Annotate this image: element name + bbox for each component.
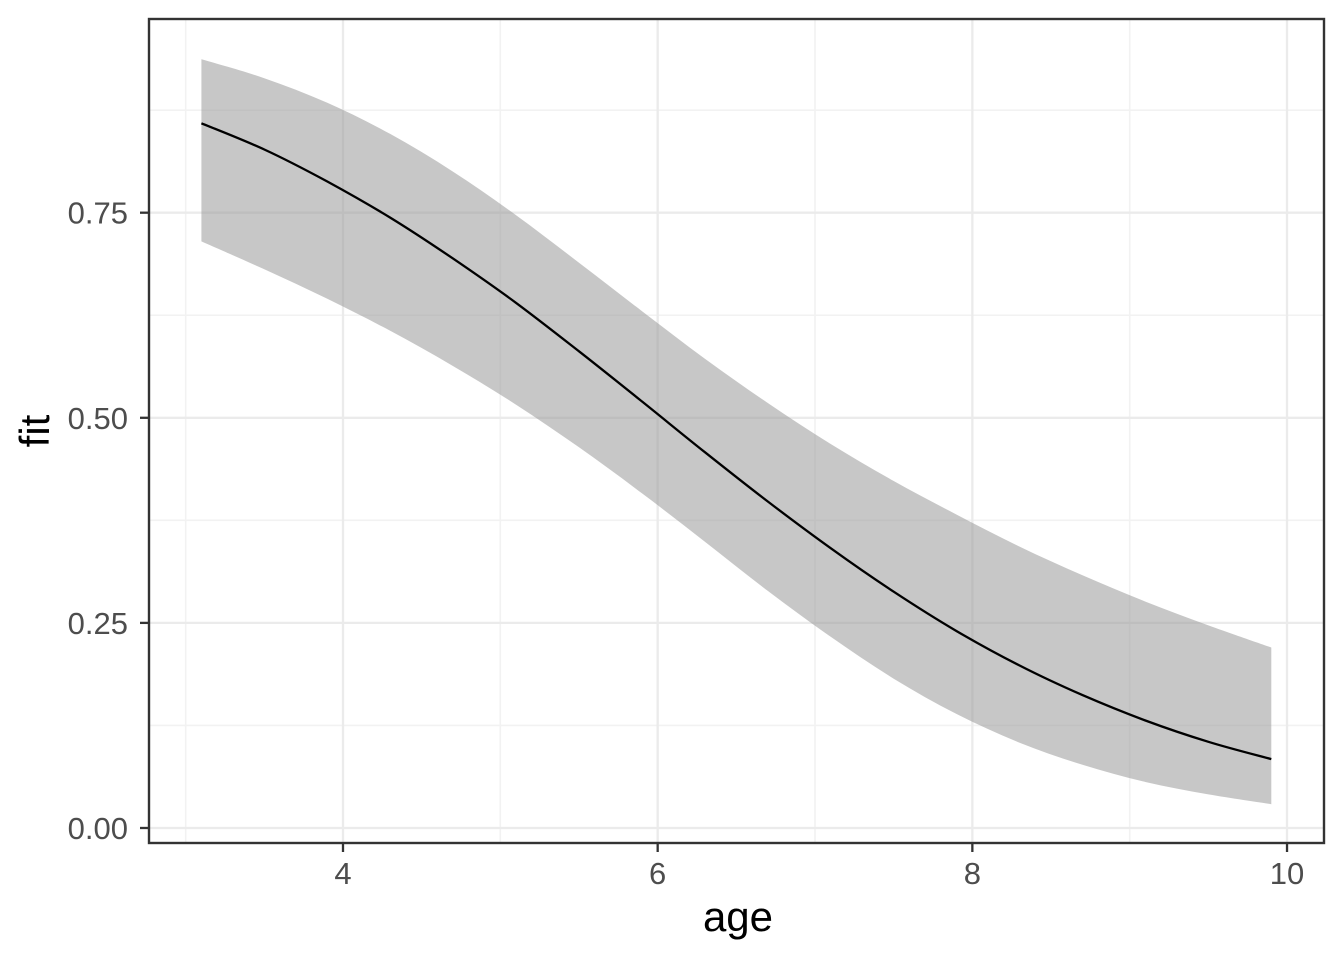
x-tick-label: 8 xyxy=(964,856,981,891)
x-axis-title: age xyxy=(703,893,773,940)
panel-border xyxy=(147,17,1326,845)
y-tick-label: 0.50 xyxy=(68,401,128,436)
fit-line xyxy=(200,122,1272,761)
x-axis: 4 6 8 10 xyxy=(334,844,1304,891)
y-axis: 0.00 0.25 0.50 0.75 xyxy=(68,196,148,846)
confidence-ribbon xyxy=(201,59,1272,805)
x-tick-label: 10 xyxy=(1270,856,1304,891)
y-axis-title: fit xyxy=(11,414,58,447)
x-tick-label: 4 xyxy=(334,856,351,891)
x-tick-label: 6 xyxy=(649,856,666,891)
y-tick-label: 0.25 xyxy=(68,606,128,641)
y-tick-label: 0.75 xyxy=(68,196,128,231)
y-tick-label: 0.00 xyxy=(68,811,128,846)
